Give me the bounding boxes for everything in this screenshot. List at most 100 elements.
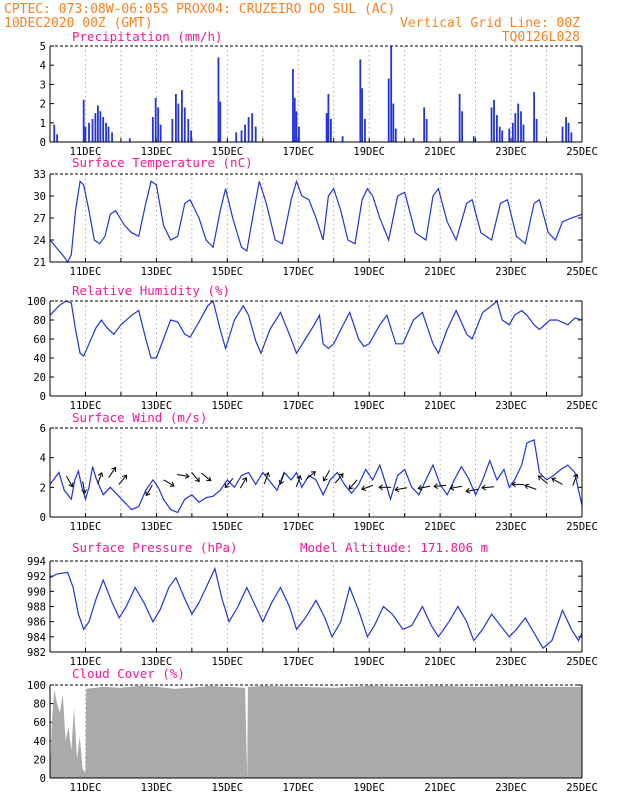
wind-arrow bbox=[201, 472, 212, 482]
precip-bar bbox=[522, 124, 525, 142]
x-tick-label: 25DEC bbox=[566, 400, 598, 412]
wind-arrow bbox=[348, 479, 358, 490]
precip-bar bbox=[171, 118, 174, 142]
model-altitude: Model Altitude: 171.806 m bbox=[300, 540, 488, 555]
y-tick-label: 20 bbox=[33, 754, 46, 766]
pressure-line bbox=[49, 566, 583, 650]
y-tick-label: 27 bbox=[33, 213, 46, 225]
precip-bar bbox=[157, 107, 160, 142]
cloud-cover-panel: Cloud Cover (%) 0 20 40 60 80 100 11DEC 13DEC 15D… bbox=[27, 666, 598, 794]
precip-bar bbox=[394, 128, 397, 142]
x-tick-label: 21DEC bbox=[424, 656, 456, 668]
y-tick-label: 992 bbox=[27, 571, 46, 583]
y-tick-label: 6 bbox=[40, 423, 46, 435]
x-tick-label: 25DEC bbox=[566, 146, 598, 158]
precip-bar bbox=[561, 126, 564, 142]
wind-arrow bbox=[378, 484, 392, 491]
x-tick-label: 13DEC bbox=[141, 146, 173, 158]
y-tick-label: 0 bbox=[40, 512, 46, 524]
y-tick-label: 40 bbox=[33, 736, 46, 748]
y-tick-label: 40 bbox=[33, 353, 46, 365]
y-tick-label: 994 bbox=[27, 556, 46, 568]
precip-bar bbox=[151, 117, 154, 142]
precip-bar bbox=[154, 97, 157, 142]
cloud-cover-area bbox=[50, 685, 582, 778]
precip-bar bbox=[329, 118, 332, 142]
y-tick-label: 4 bbox=[40, 60, 46, 72]
x-tick-label: 11DEC bbox=[70, 146, 102, 158]
precip-bar bbox=[235, 132, 238, 142]
wind-arrow bbox=[417, 484, 431, 491]
y-tick-label: 5 bbox=[40, 41, 46, 53]
x-tick-label: 21DEC bbox=[424, 782, 456, 794]
precip-bar bbox=[183, 107, 186, 142]
wind-arrow bbox=[263, 471, 270, 485]
precip-bar bbox=[190, 130, 193, 142]
header-grid-line: Vertical Grid Line: 00Z bbox=[400, 16, 580, 31]
precip-bar bbox=[175, 94, 177, 142]
header-line1: CPTEC: 073:08W-06:05S PROX04: CRUZEIRO D… bbox=[4, 2, 395, 17]
precip-bar bbox=[187, 118, 190, 142]
wind-arrow bbox=[97, 471, 104, 485]
x-tick-label: 17DEC bbox=[282, 521, 314, 533]
wind-arrow bbox=[481, 484, 495, 491]
header-date: 10DEC2020 00Z (GMT) bbox=[4, 16, 153, 31]
precip-bar bbox=[295, 111, 298, 142]
precip-bar bbox=[84, 126, 87, 142]
precip-bar bbox=[472, 136, 475, 142]
wind-arrow bbox=[394, 486, 408, 493]
wind-arrow bbox=[108, 466, 117, 478]
y-tick-label: 1 bbox=[40, 118, 46, 130]
precip-bar bbox=[493, 99, 495, 142]
x-tick-label: 13DEC bbox=[141, 656, 173, 668]
y-tick-label: 984 bbox=[27, 632, 46, 644]
precip-bar bbox=[82, 99, 85, 142]
x-tick-label: 11DEC bbox=[70, 782, 102, 794]
wind-arrow bbox=[305, 471, 316, 480]
precip-bar bbox=[88, 122, 90, 142]
precip-bar bbox=[107, 126, 110, 142]
wind-arrow bbox=[239, 476, 248, 489]
x-tick-label: 11DEC bbox=[70, 521, 102, 533]
x-tick-label: 17DEC bbox=[282, 146, 314, 158]
wind-arrow bbox=[572, 473, 579, 486]
wind-arrow bbox=[145, 484, 153, 497]
x-tick-label: 15DEC bbox=[212, 146, 244, 158]
wind-arrow bbox=[551, 477, 563, 485]
precip-bar bbox=[251, 113, 254, 142]
x-tick-label: 25DEC bbox=[566, 521, 598, 533]
y-tick-label: 0 bbox=[40, 773, 46, 785]
y-tick-label: 30 bbox=[33, 191, 46, 203]
precip-bar bbox=[254, 126, 257, 142]
precip-bar bbox=[327, 94, 330, 142]
x-tick-label: 15DEC bbox=[212, 521, 244, 533]
precip-bar bbox=[247, 117, 250, 142]
y-tick-label: 0 bbox=[40, 137, 46, 149]
precip-bar bbox=[412, 138, 415, 142]
y-tick-label: 100 bbox=[27, 296, 46, 308]
x-tick-label: 25DEC bbox=[566, 656, 598, 668]
wind-arrow bbox=[118, 474, 128, 485]
x-tick-label: 19DEC bbox=[353, 521, 385, 533]
temperature-panel: Surface Temperature (nC) 21 24 27 30 33 11DEC 1… bbox=[33, 155, 597, 278]
wind-arrow bbox=[537, 475, 548, 485]
y-tick-label: 0 bbox=[40, 391, 46, 403]
y-tick-label: 100 bbox=[27, 680, 46, 692]
precip-bar bbox=[498, 126, 501, 142]
wind-panel: Surface Wind (m/s) 0 2 4 6 11DEC 13DEC 15DEC 17D… bbox=[40, 410, 598, 533]
y-tick-label: 3 bbox=[40, 79, 46, 91]
x-tick-label: 19DEC bbox=[353, 656, 385, 668]
x-tick-label: 19DEC bbox=[353, 782, 385, 794]
precip-bar bbox=[341, 136, 344, 142]
x-tick-label: 17DEC bbox=[282, 782, 314, 794]
precip-bar bbox=[177, 103, 180, 142]
x-tick-label: 15DEC bbox=[212, 266, 244, 278]
precip-bar bbox=[361, 88, 364, 142]
precip-bar bbox=[514, 113, 517, 142]
x-tick-label: 23DEC bbox=[495, 521, 527, 533]
wind-arrow bbox=[322, 470, 331, 482]
precip-bar bbox=[91, 118, 94, 142]
x-tick-label: 13DEC bbox=[141, 266, 173, 278]
precip-bar bbox=[217, 57, 220, 142]
